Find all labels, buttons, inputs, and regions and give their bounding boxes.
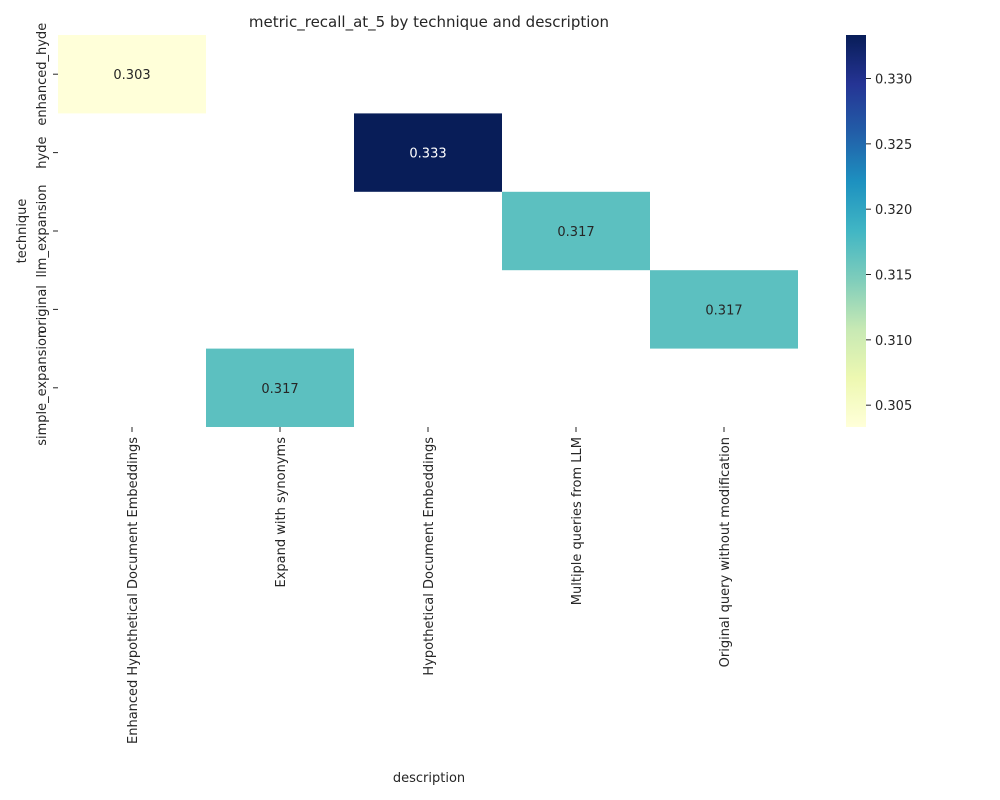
x-tick-label: Expand with synonyms (274, 437, 289, 588)
y-tick-label: hyde (35, 137, 50, 169)
heatmap-cell-hyde (354, 113, 502, 192)
colorbar-tick-label: 0.330 (875, 73, 912, 88)
cell-value-label: 0.317 (261, 382, 298, 397)
y-axis-label: technique (15, 199, 30, 264)
x-tick-label: Hypothetical Document Embeddings (422, 437, 437, 676)
heatmap-cell-simple_expansion (206, 348, 354, 427)
y-tick-label: original (35, 285, 50, 334)
y-tick-label: enhanced_hyde (35, 23, 50, 126)
cell-value-label: 0.317 (557, 225, 594, 240)
x-tick-label: Enhanced Hypothetical Document Embedding… (126, 437, 141, 744)
heatmap-cell-llm_expansion (502, 191, 650, 271)
colorbar: 0.305 0.310 0.315 0.320 0.325 0.330 (846, 35, 912, 427)
heatmap-cells: 0.303 0.333 0.317 0.317 0.317 (58, 35, 798, 427)
cell-value-label: 0.303 (113, 68, 150, 83)
x-tick-label: Multiple queries from LLM (570, 437, 585, 605)
x-tick-label: Original query without modification (718, 437, 733, 667)
y-tick-label: simple_expansion (35, 330, 50, 446)
heatmap-cell-enhanced_hyde (58, 35, 206, 114)
cell-value-label: 0.333 (409, 147, 446, 162)
colorbar-tick-label: 0.310 (875, 334, 912, 349)
colorbar-tick-label: 0.320 (875, 203, 912, 218)
colorbar-tick-label: 0.315 (875, 269, 912, 284)
colorbar-tick-label: 0.325 (875, 138, 912, 153)
chart-title: metric_recall_at_5 by technique and desc… (249, 13, 609, 32)
x-axis-label: description (393, 771, 465, 786)
colorbar-gradient (846, 35, 866, 427)
y-tick-label: llm_expansion (35, 185, 50, 278)
colorbar-tick-label: 0.305 (875, 399, 912, 414)
heatmap-cell-original (650, 270, 798, 349)
x-axis-ticks: Enhanced Hypothetical Document Embedding… (126, 427, 733, 744)
cell-value-label: 0.317 (705, 303, 742, 318)
